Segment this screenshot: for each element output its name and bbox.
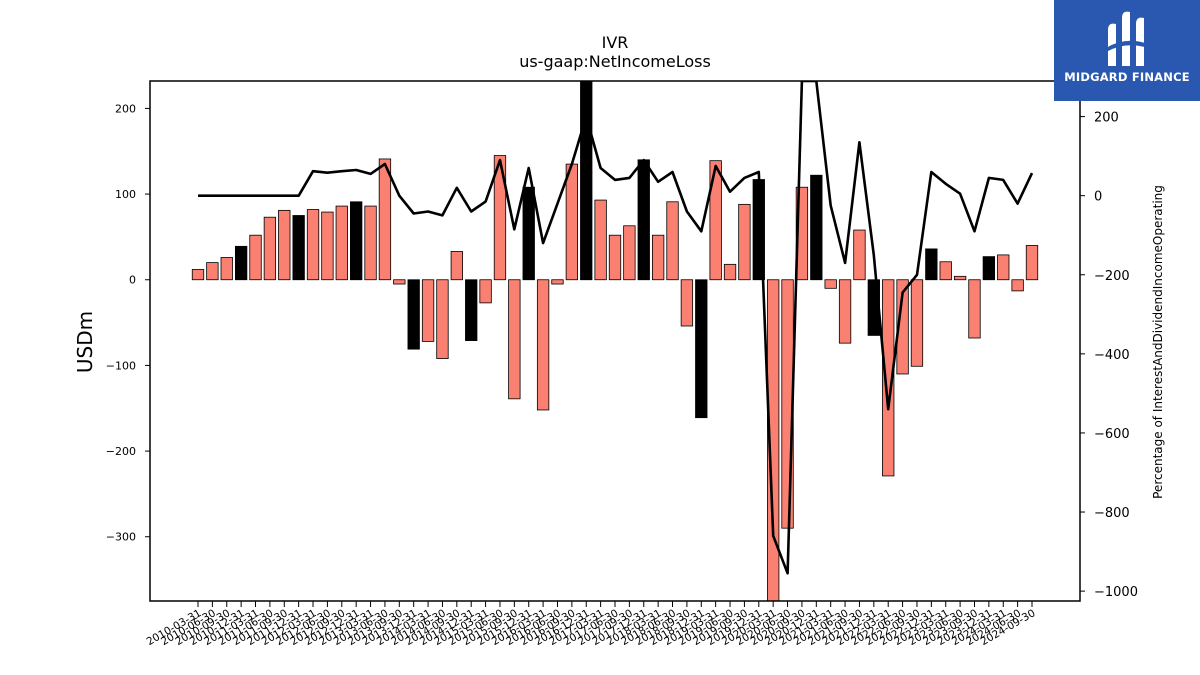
bar-2024-03-31 <box>997 254 1010 281</box>
bar-2016-12-31 <box>580 80 593 281</box>
y2-axis-label: Percentage of InterestAndDividendIncomeO… <box>1151 185 1165 499</box>
bar-2019-03-31 <box>709 160 722 281</box>
chart-subtitle: us-gaap:NetIncomeLoss <box>519 52 711 71</box>
bar-2014-03-31 <box>421 279 435 342</box>
bar-2023-03-31 <box>939 261 952 281</box>
plot-frame <box>149 80 1081 602</box>
bar-2012-09-30 <box>335 205 348 281</box>
bar-2012-03-31 <box>306 209 320 281</box>
bar-2012-06-30 <box>321 211 334 281</box>
bar-2024-06-30 <box>1011 279 1024 292</box>
bar-2017-03-31 <box>594 199 607 281</box>
bar-2023-12-31 <box>982 256 996 281</box>
bar-2018-12-31 <box>695 279 708 419</box>
y-axis-label: USDm <box>73 311 97 373</box>
line-percentage <box>198 81 1034 575</box>
bar-2017-09-30 <box>623 225 636 281</box>
bar-2018-06-30 <box>666 201 679 281</box>
bar-2011-06-30 <box>263 216 277 281</box>
bar-2011-12-31 <box>292 215 305 281</box>
bar-2010-12-31 <box>234 245 248 281</box>
y-tick-label: −300 <box>106 531 136 544</box>
bar-2016-03-31 <box>536 279 550 411</box>
y2-tick-label: −400 <box>1094 348 1130 363</box>
y-tick-label: 100 <box>115 188 136 201</box>
x-axis-ticks: 2010-03-312010-06-302010-09-302010-12-31… <box>145 601 1038 648</box>
bar-2013-12-31 <box>407 279 420 350</box>
bars <box>191 80 1039 602</box>
bar-2021-09-30 <box>853 229 866 281</box>
bar-2022-06-30 <box>896 279 909 375</box>
y2-tick-label: −1000 <box>1094 585 1138 600</box>
bar-2015-09-30 <box>508 279 521 400</box>
bar-2014-12-31 <box>465 279 478 341</box>
bar-2011-09-30 <box>278 209 291 281</box>
bar-2012-12-31 <box>350 201 363 281</box>
bar-2010-03-31 <box>191 269 205 281</box>
bar-2010-09-30 <box>220 257 233 281</box>
bar-2021-03-31 <box>824 279 837 289</box>
y2-tick-label: −800 <box>1094 506 1130 521</box>
brand-logo: MIDGARD FINANCE <box>1054 0 1200 101</box>
bar-2013-06-30 <box>378 158 392 281</box>
bar-2022-03-31 <box>882 279 895 477</box>
bar-2015-12-31 <box>522 186 535 281</box>
bar-2019-06-30 <box>723 263 737 281</box>
brand-name: MIDGARD FINANCE <box>1064 70 1190 84</box>
bar-2022-09-30 <box>910 279 924 367</box>
bar-2017-12-31 <box>637 159 650 281</box>
y-tick-label: 0 <box>129 274 136 287</box>
midgard-logo-icon <box>1106 11 1148 67</box>
bar-2013-03-31 <box>364 205 377 281</box>
bar-2017-06-30 <box>608 234 622 281</box>
chart-title: IVR <box>602 33 629 52</box>
bar-2023-06-30 <box>953 275 967 281</box>
y-axis-ticks: 200 100 0 −100 −200 −300 <box>106 102 150 544</box>
bar-2023-09-30 <box>968 279 981 339</box>
bar-2020-12-31 <box>810 174 823 281</box>
bar-2013-09-30 <box>393 279 406 285</box>
bar-2010-06-30 <box>206 262 219 281</box>
line-series <box>198 81 1034 575</box>
bar-2019-09-30 <box>738 203 751 281</box>
y-tick-label: −100 <box>106 359 136 372</box>
bar-2024-09-30 <box>1025 245 1039 281</box>
bar-2011-03-31 <box>249 234 262 281</box>
bar-2018-03-31 <box>651 234 665 281</box>
y2-tick-label: −200 <box>1094 269 1130 284</box>
y2-tick-label: 200 <box>1094 111 1119 126</box>
bar-2014-09-30 <box>450 251 463 281</box>
bar-2016-09-30 <box>565 163 579 281</box>
y2-tick-label: 0 <box>1094 190 1102 205</box>
y2-axis-ticks: 200 0 −200 −400 −600 −800 −1000 <box>1080 111 1138 600</box>
bar-2022-12-31 <box>925 248 938 281</box>
bar-2015-03-31 <box>479 279 492 304</box>
y-tick-label: 200 <box>115 102 136 115</box>
bar-2021-06-30 <box>838 279 852 344</box>
bar-2014-06-30 <box>436 279 449 359</box>
bar-2016-06-30 <box>551 279 564 285</box>
y2-tick-label: −600 <box>1094 427 1130 442</box>
bar-2018-09-30 <box>680 279 694 327</box>
bar-2015-06-30 <box>493 155 507 281</box>
y-tick-label: −200 <box>106 445 136 458</box>
